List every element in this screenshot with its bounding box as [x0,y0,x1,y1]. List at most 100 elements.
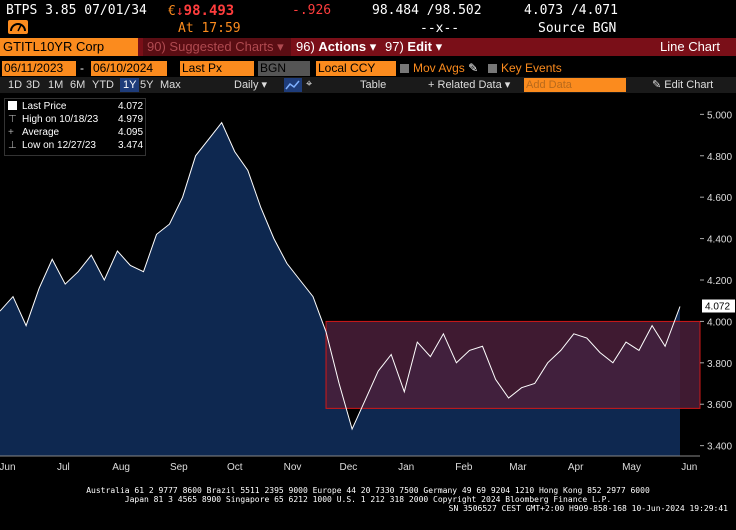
legend-label: Last Price [22,101,67,112]
chevron-down-icon: ▾ [261,79,268,91]
period-5y[interactable]: 5Y [140,79,154,91]
bid-price: 98.484 [372,3,419,18]
legend-high: ⊤ High on 10/18/23 4.979 [8,113,148,126]
yield-bid: 4.073 [524,3,564,18]
legend-label: Low on 12/27/23 [22,140,96,151]
legend-average: + Average 4.095 [8,126,148,139]
pencil-icon: ✎ [652,79,662,91]
chart-type-label: Line Chart [660,39,720,54]
gauge-icon[interactable] [8,20,28,34]
average-marker-icon: + [8,127,14,138]
y-tick-label: 4.200 [707,276,732,287]
x-tick-label: May [622,462,641,473]
legend-low: ⊥ Low on 12/27/23 3.474 [8,139,148,152]
edit-chart-button[interactable]: ✎ Edit Chart [652,78,713,92]
price-value: 98.493 [183,3,235,19]
x-tick-label: Sep [170,462,188,473]
chevron-down-icon: ▾ [504,79,511,91]
period-6m[interactable]: 6M [70,79,86,91]
currency-symbol: € [168,4,176,19]
high-marker-icon: ⊤ [8,114,17,125]
field-selector[interactable]: Last Px [180,61,254,76]
y-tick-label: 3.800 [707,359,732,370]
mov-avgs-label: Mov Avgs [413,61,465,75]
x-tick-label: Nov [284,462,302,473]
actions-num: 96) [296,39,315,54]
ticker-field[interactable]: GTITL10YR Corp [0,38,138,56]
period-max[interactable]: Max [160,79,181,91]
period-1d[interactable]: 1D [8,79,23,91]
footer-copyright: Japan 81 3 4565 8900 Singapore 65 6212 1… [124,495,612,504]
period-ytd[interactable]: YTD [92,79,114,91]
chart-legend: Last Price 4.072 ⊤ High on 10/18/23 4.979 +… [4,98,148,156]
legend-value: 4.095 [118,127,144,138]
legend-value: 4.072 [118,101,144,112]
edit-label: Edit [407,39,432,54]
y-tick-label: 3.400 [707,442,732,453]
chevron-down-icon: ▾ [277,39,284,54]
suggested-num: 90 [147,39,162,54]
table-button[interactable]: Table [360,79,387,91]
suggested-charts-button[interactable]: 90) Suggested Charts ▾ [143,38,291,56]
date-range-separator: - [80,61,84,75]
frequency-selector[interactable]: Daily ▾ [234,78,267,92]
footer: Australia 61 2 9777 8600 Brazil 5511 239… [0,486,736,513]
plus-icon: + [428,79,435,91]
pencil-icon: ✎ [468,61,479,75]
edit-num: 97) [385,39,404,54]
down-arrow-icon: ↓ [175,4,184,19]
mov-avgs-toggle[interactable]: Mov Avgs ✎ [400,61,478,75]
actions-label: Actions [318,39,367,54]
yield-separator: / [570,3,579,18]
suggested-label: Suggested Charts [169,39,274,54]
add-data-input[interactable]: Add Data [524,78,626,92]
footer-contacts: Australia 61 2 9777 8600 Brazil 5511 239… [86,486,650,495]
range-band [325,320,701,409]
source-field[interactable]: BGN [258,61,310,76]
actions-button[interactable]: 96) Actions ▾ [296,38,376,56]
legend-value: 4.979 [118,114,144,125]
line-chart-icon[interactable] [284,78,302,92]
y-tick-label: 4.000 [707,317,732,328]
legend-last-price: Last Price 4.072 [8,100,148,113]
frequency-label: Daily [234,79,259,91]
last-price: €↓98.493 [168,3,234,19]
legend-value: 3.474 [118,140,144,151]
y-tick-label: 4.800 [707,152,732,163]
x-tick-label: Jul [57,462,70,473]
ask-price: 98.502 [434,3,482,18]
crosshair-icon[interactable]: ⌖ [306,78,313,90]
period-3d[interactable]: 3D [26,79,41,91]
y-tick-label: 4.600 [707,193,732,204]
bid-ask-separator: / [426,3,435,18]
yield-bid-ask: 4.073 /4.071 [524,3,618,18]
legend-label: High on 10/18/23 [22,114,99,125]
period-1y[interactable]: 1Y [120,78,140,92]
currency-selector[interactable]: Local CCY [316,61,396,76]
price-chart: 3.400 3.600 3.800 4.000 4.200 4.400 4.600 4.800… [0,110,735,473]
start-date-field[interactable]: 06/11/2023 [2,61,76,76]
y-tick-label: 5.000 [707,110,732,121]
yield-ask: 4.071 [578,3,618,18]
x-tick-label: Oct [227,462,243,473]
chevron-down-icon: ▾ [369,39,377,54]
x-tick-label: Dec [339,462,357,473]
key-events-toggle[interactable]: Key Events [488,61,562,75]
end-date-field[interactable]: 06/10/2024 [91,61,167,76]
related-data-button[interactable]: + Related Data ▾ [428,78,510,92]
price-area [0,122,680,456]
x-tick-label: Jun [681,462,697,473]
period-1m[interactable]: 1M [48,79,64,91]
chevron-down-icon: ▾ [435,39,443,54]
edit-button[interactable]: 97) Edit ▾ [385,38,442,56]
related-data-label: Related Data [437,79,502,91]
checkbox-icon [400,64,409,74]
y-tick-label: 4.400 [707,235,732,246]
price-source: Source BGN [538,21,617,36]
x-tick-label: Jun [0,462,16,473]
net-change: -.926 [292,3,332,18]
low-marker-icon: ⊥ [8,140,17,151]
checkbox-icon [488,64,497,74]
last-value-tag [702,299,735,313]
security-name: BTPS 3.85 07/01/34 [6,3,147,18]
